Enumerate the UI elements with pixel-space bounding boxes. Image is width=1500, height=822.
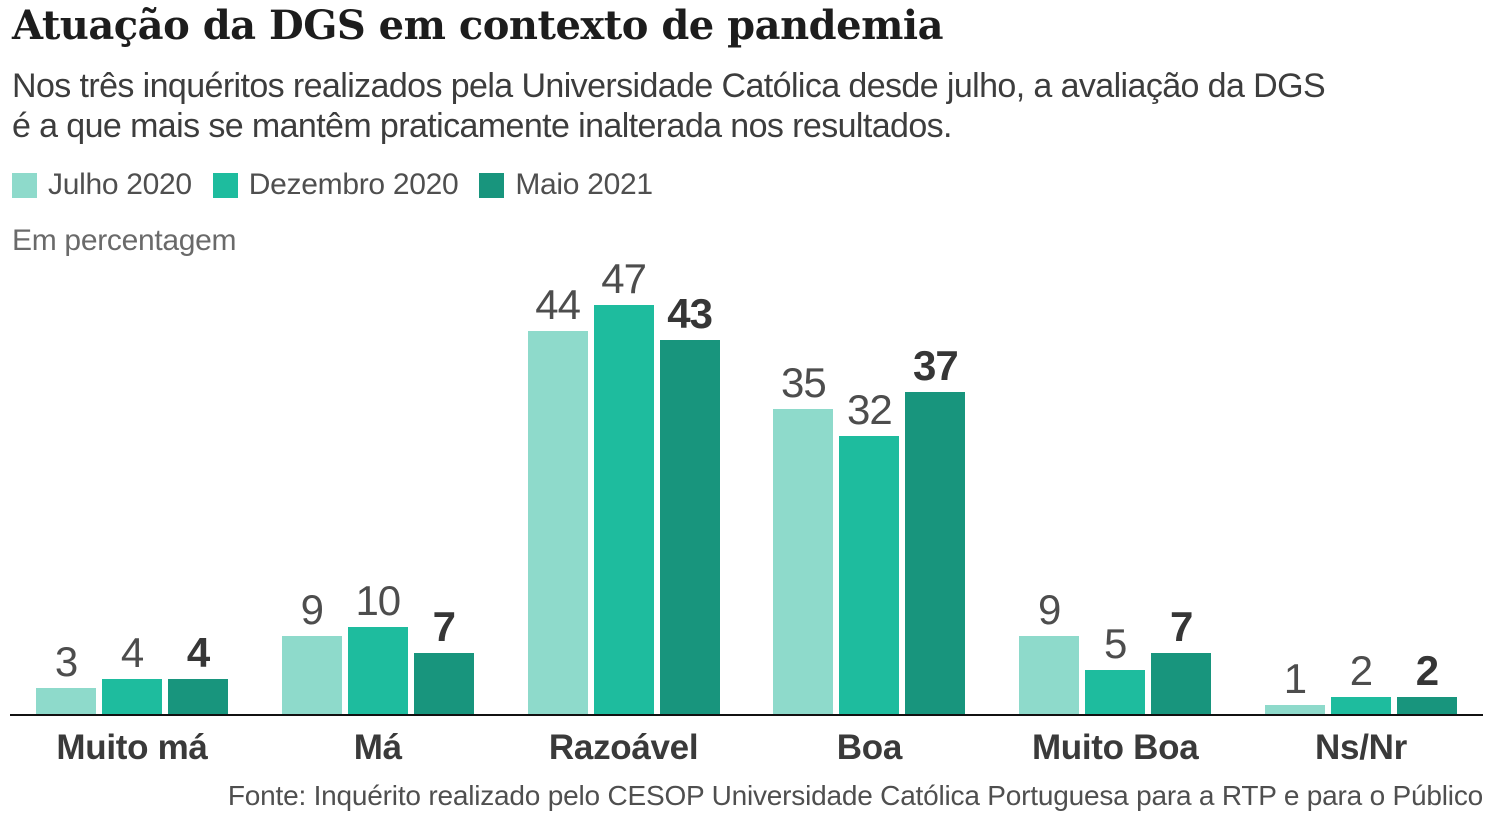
chart-title: Atuação da DGS em contexto de pandemia <box>12 2 944 49</box>
bar-item-dezembro-2020-boa: 32 <box>839 386 900 714</box>
bar-value-label: 44 <box>535 281 581 328</box>
bar-julho-2020-muito-boa <box>1019 636 1080 714</box>
bar-value-label: 9 <box>300 586 324 633</box>
legend-swatch-icon <box>479 172 505 198</box>
bar-value-label: 35 <box>781 359 827 406</box>
bar-item-maio-2021-muito-boa: 7 <box>1151 603 1212 714</box>
plot-area: 3 4 4 Muito má 9 10 7 Má 44 47 43 Razoável 35 32 37 Boa… <box>10 244 1483 768</box>
legend-swatch-icon <box>212 172 238 198</box>
bar-item-maio-2021-razo-vel: 43 <box>659 290 720 714</box>
subtitle-line-2: é a que mais se mantêm praticamente inal… <box>12 107 952 145</box>
bar-item-maio-2021-boa: 37 <box>905 342 966 714</box>
bar-value-label: 2 <box>1349 647 1373 694</box>
bar-group-razo-vel: 44 47 43 Razoável <box>527 244 720 768</box>
bar-value-label: 4 <box>186 629 210 676</box>
bar-dezembro-2020-ns-nr <box>1330 697 1391 714</box>
bar-item-dezembro-2020-m: 10 <box>347 577 408 714</box>
category-label-razo-vel: Razoável <box>548 728 699 767</box>
legend-label: Dezembro 2020 <box>248 168 459 201</box>
bar-item-dezembro-2020-muito-boa: 5 <box>1085 620 1146 714</box>
legend-item-maio-2021: Maio 2021 <box>479 168 653 202</box>
bar-maio-2021-muito-m <box>168 679 228 714</box>
bar-item-julho-2020-muito-m: 3 <box>36 641 96 714</box>
bar-item-dezembro-2020-muito-m: 4 <box>102 632 162 714</box>
bar-maio-2021-ns-nr <box>1396 697 1457 714</box>
bar-item-maio-2021-muito-m: 4 <box>168 632 228 714</box>
bar-item-maio-2021-ns-nr: 2 <box>1396 647 1457 714</box>
bar-value-label: 5 <box>1104 620 1127 667</box>
bar-maio-2021-m <box>413 653 474 714</box>
legend-item-dezembro-2020: Dezembro 2020 <box>212 168 459 202</box>
bar-item-julho-2020-boa: 35 <box>773 359 834 714</box>
bar-maio-2021-boa <box>905 392 966 714</box>
bar-dezembro-2020-muito-boa <box>1085 670 1146 714</box>
bar-value-label: 1 <box>1283 655 1307 702</box>
bar-value-label: 7 <box>1170 603 1193 650</box>
bar-julho-2020-boa <box>773 409 834 714</box>
bar-value-label: 3 <box>54 638 78 685</box>
source-note: Fonte: Inquérito realizado pelo CESOP Un… <box>227 780 1483 811</box>
bar-group-muito-boa: 9 5 7 Muito Boa <box>1019 244 1212 768</box>
bar-value-label: 43 <box>667 290 713 337</box>
unit-note: Em percentagem <box>12 224 237 257</box>
bar-maio-2021-muito-boa <box>1151 653 1212 714</box>
category-label-muito-m: Muito má <box>56 728 208 767</box>
bar-dezembro-2020-boa <box>839 436 900 714</box>
bars-razo-vel: 44 47 43 <box>527 244 720 714</box>
bar-item-julho-2020-ns-nr: 1 <box>1264 655 1325 714</box>
legend-item-julho-2020: Julho 2020 <box>12 168 192 202</box>
category-label-boa: Boa <box>836 728 903 767</box>
bar-item-julho-2020-razo-vel: 44 <box>527 281 588 714</box>
x-axis-line <box>10 714 1483 716</box>
bar-item-julho-2020-muito-boa: 9 <box>1019 586 1080 714</box>
bar-group-ns-nr: 1 2 2 Ns/Nr <box>1264 244 1457 768</box>
bar-dezembro-2020-muito-m <box>102 679 162 714</box>
bar-julho-2020-ns-nr <box>1264 705 1325 714</box>
legend-swatch-icon <box>12 172 37 198</box>
legend-label: Maio 2021 <box>515 168 653 201</box>
bar-item-julho-2020-m: 9 <box>281 586 342 714</box>
bar-item-dezembro-2020-razo-vel: 47 <box>593 255 654 714</box>
bar-dezembro-2020-m <box>347 627 408 714</box>
bar-chart: 3 4 4 Muito má 9 10 7 Má 44 47 43 Razoável 35 32 37 Boa… <box>10 244 1483 768</box>
bar-group-boa: 35 32 37 Boa <box>773 244 966 768</box>
bar-value-label: 9 <box>1038 586 1061 633</box>
subtitle-line-1: Nos três inquéritos realizados pela Univ… <box>12 67 1326 105</box>
category-label-ns-nr: Ns/Nr <box>1315 728 1407 767</box>
bar-value-label: 32 <box>847 386 893 433</box>
bar-julho-2020-m <box>281 636 342 714</box>
bar-value-label: 7 <box>432 603 456 650</box>
bar-item-maio-2021-m: 7 <box>413 603 474 714</box>
bar-value-label: 47 <box>601 255 647 302</box>
bar-value-label: 37 <box>913 342 959 389</box>
bar-group-m: 9 10 7 Má <box>281 244 474 768</box>
bar-value-label: 4 <box>120 629 144 676</box>
chart-subtitle: Nos três inquéritos realizados pela Univ… <box>12 66 1326 146</box>
bar-group-muito-m: 3 4 4 Muito má <box>36 244 228 768</box>
bars-boa: 35 32 37 <box>773 244 966 714</box>
bar-julho-2020-muito-m <box>36 688 96 714</box>
category-label-m: Má <box>353 728 402 767</box>
legend-label: Julho 2020 <box>48 168 192 201</box>
bar-julho-2020-razo-vel <box>527 331 588 714</box>
bar-dezembro-2020-razo-vel <box>593 305 654 714</box>
bars-m: 9 10 7 <box>281 244 474 714</box>
bar-value-label: 2 <box>1415 647 1439 694</box>
category-label-muito-boa: Muito Boa <box>1031 728 1199 767</box>
legend: Julho 2020 Dezembro 2020 Maio 2021 <box>12 168 653 202</box>
bar-maio-2021-razo-vel <box>659 340 720 714</box>
bar-item-dezembro-2020-ns-nr: 2 <box>1330 647 1391 714</box>
bar-value-label: 10 <box>355 577 401 624</box>
